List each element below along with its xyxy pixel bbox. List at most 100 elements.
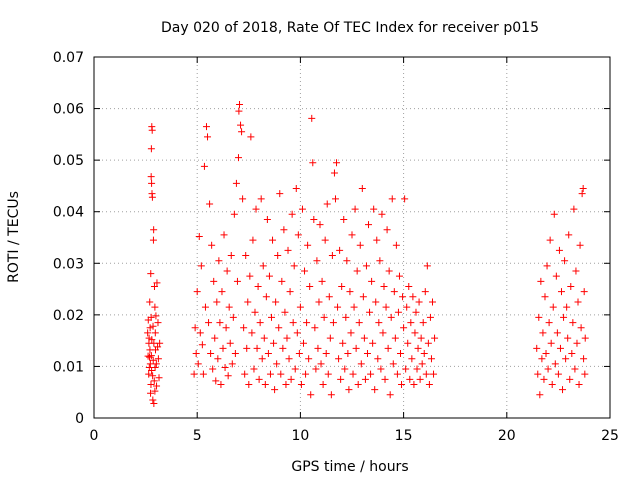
data-point [227,252,235,260]
data-point [243,344,251,352]
data-point [151,363,159,371]
data-point [208,241,216,249]
data-point [294,231,302,239]
data-point [305,355,313,363]
data-point [150,226,158,234]
data-point [538,355,546,363]
data-point [377,365,385,373]
data-point [428,298,436,306]
data-point [554,370,562,378]
data-point [376,257,384,265]
data-point [308,114,316,122]
data-point [215,257,223,265]
data-point [372,298,380,306]
data-point [413,365,421,373]
data-point [357,360,365,368]
data-point [335,355,343,363]
data-point [388,195,396,203]
x-tick-label: 25 [601,428,619,444]
data-point [412,308,420,316]
data-point [296,303,304,311]
data-point [149,356,157,364]
data-point [392,241,400,249]
data-point [276,190,284,198]
data-point [375,319,383,327]
data-point [271,386,279,394]
data-point [310,215,318,223]
data-point [282,380,290,388]
data-point [209,365,217,373]
data-point [220,231,228,239]
data-point [334,303,342,311]
data-point [269,236,277,244]
data-point [263,215,271,223]
y-tick-label: 0.05 [53,153,84,169]
data-point [262,293,270,301]
data-point [394,308,402,316]
data-point [303,319,311,327]
data-point [543,262,551,270]
data-point [238,128,246,136]
data-point [211,334,219,342]
data-point [397,350,405,358]
data-point [260,334,268,342]
y-tick-label: 0.07 [53,50,84,66]
data-point [316,221,324,229]
data-point [356,241,364,249]
data-point [206,200,214,208]
data-point [346,288,354,296]
data-point [348,231,356,239]
data-point [228,360,236,368]
data-point [329,319,337,327]
data-point [148,367,156,375]
data-point [147,389,155,397]
data-point [401,195,409,203]
data-point [216,319,224,327]
data-point [248,329,256,337]
data-point [297,380,305,388]
data-point [414,344,422,352]
data-point [362,262,370,270]
data-point [230,210,238,218]
data-point [146,298,154,306]
data-point [370,205,378,213]
data-point [545,319,553,327]
data-point [200,162,208,170]
data-point [339,339,347,347]
data-point [150,377,158,385]
data-point [278,277,286,285]
data-point [149,236,157,244]
data-point [361,375,369,383]
x-tick-label: 20 [498,428,516,444]
data-point [552,272,560,280]
data-point [395,272,403,280]
data-point [317,360,325,368]
data-point [199,370,207,378]
data-point [322,350,330,358]
data-point [404,339,412,347]
data-point [418,360,426,368]
data-point [349,370,357,378]
data-point [148,193,156,201]
data-point [363,350,371,358]
data-point [427,355,435,363]
data-point [287,375,295,383]
data-point [254,282,262,290]
data-point [251,308,259,316]
data-point [313,257,321,265]
data-point [415,298,423,306]
data-point [202,123,210,131]
data-point [146,324,154,332]
data-point [560,313,568,321]
data-point [403,303,411,311]
data-point [576,241,584,249]
data-point [312,365,320,373]
data-point [302,370,310,378]
chart-title: Day 020 of 2018, Rate Of TEC Index for r… [161,20,539,36]
data-point [246,272,254,280]
data-point [281,308,289,316]
data-point [546,236,554,244]
data-point [150,400,158,408]
data-point [536,391,544,399]
data-point [389,360,397,368]
